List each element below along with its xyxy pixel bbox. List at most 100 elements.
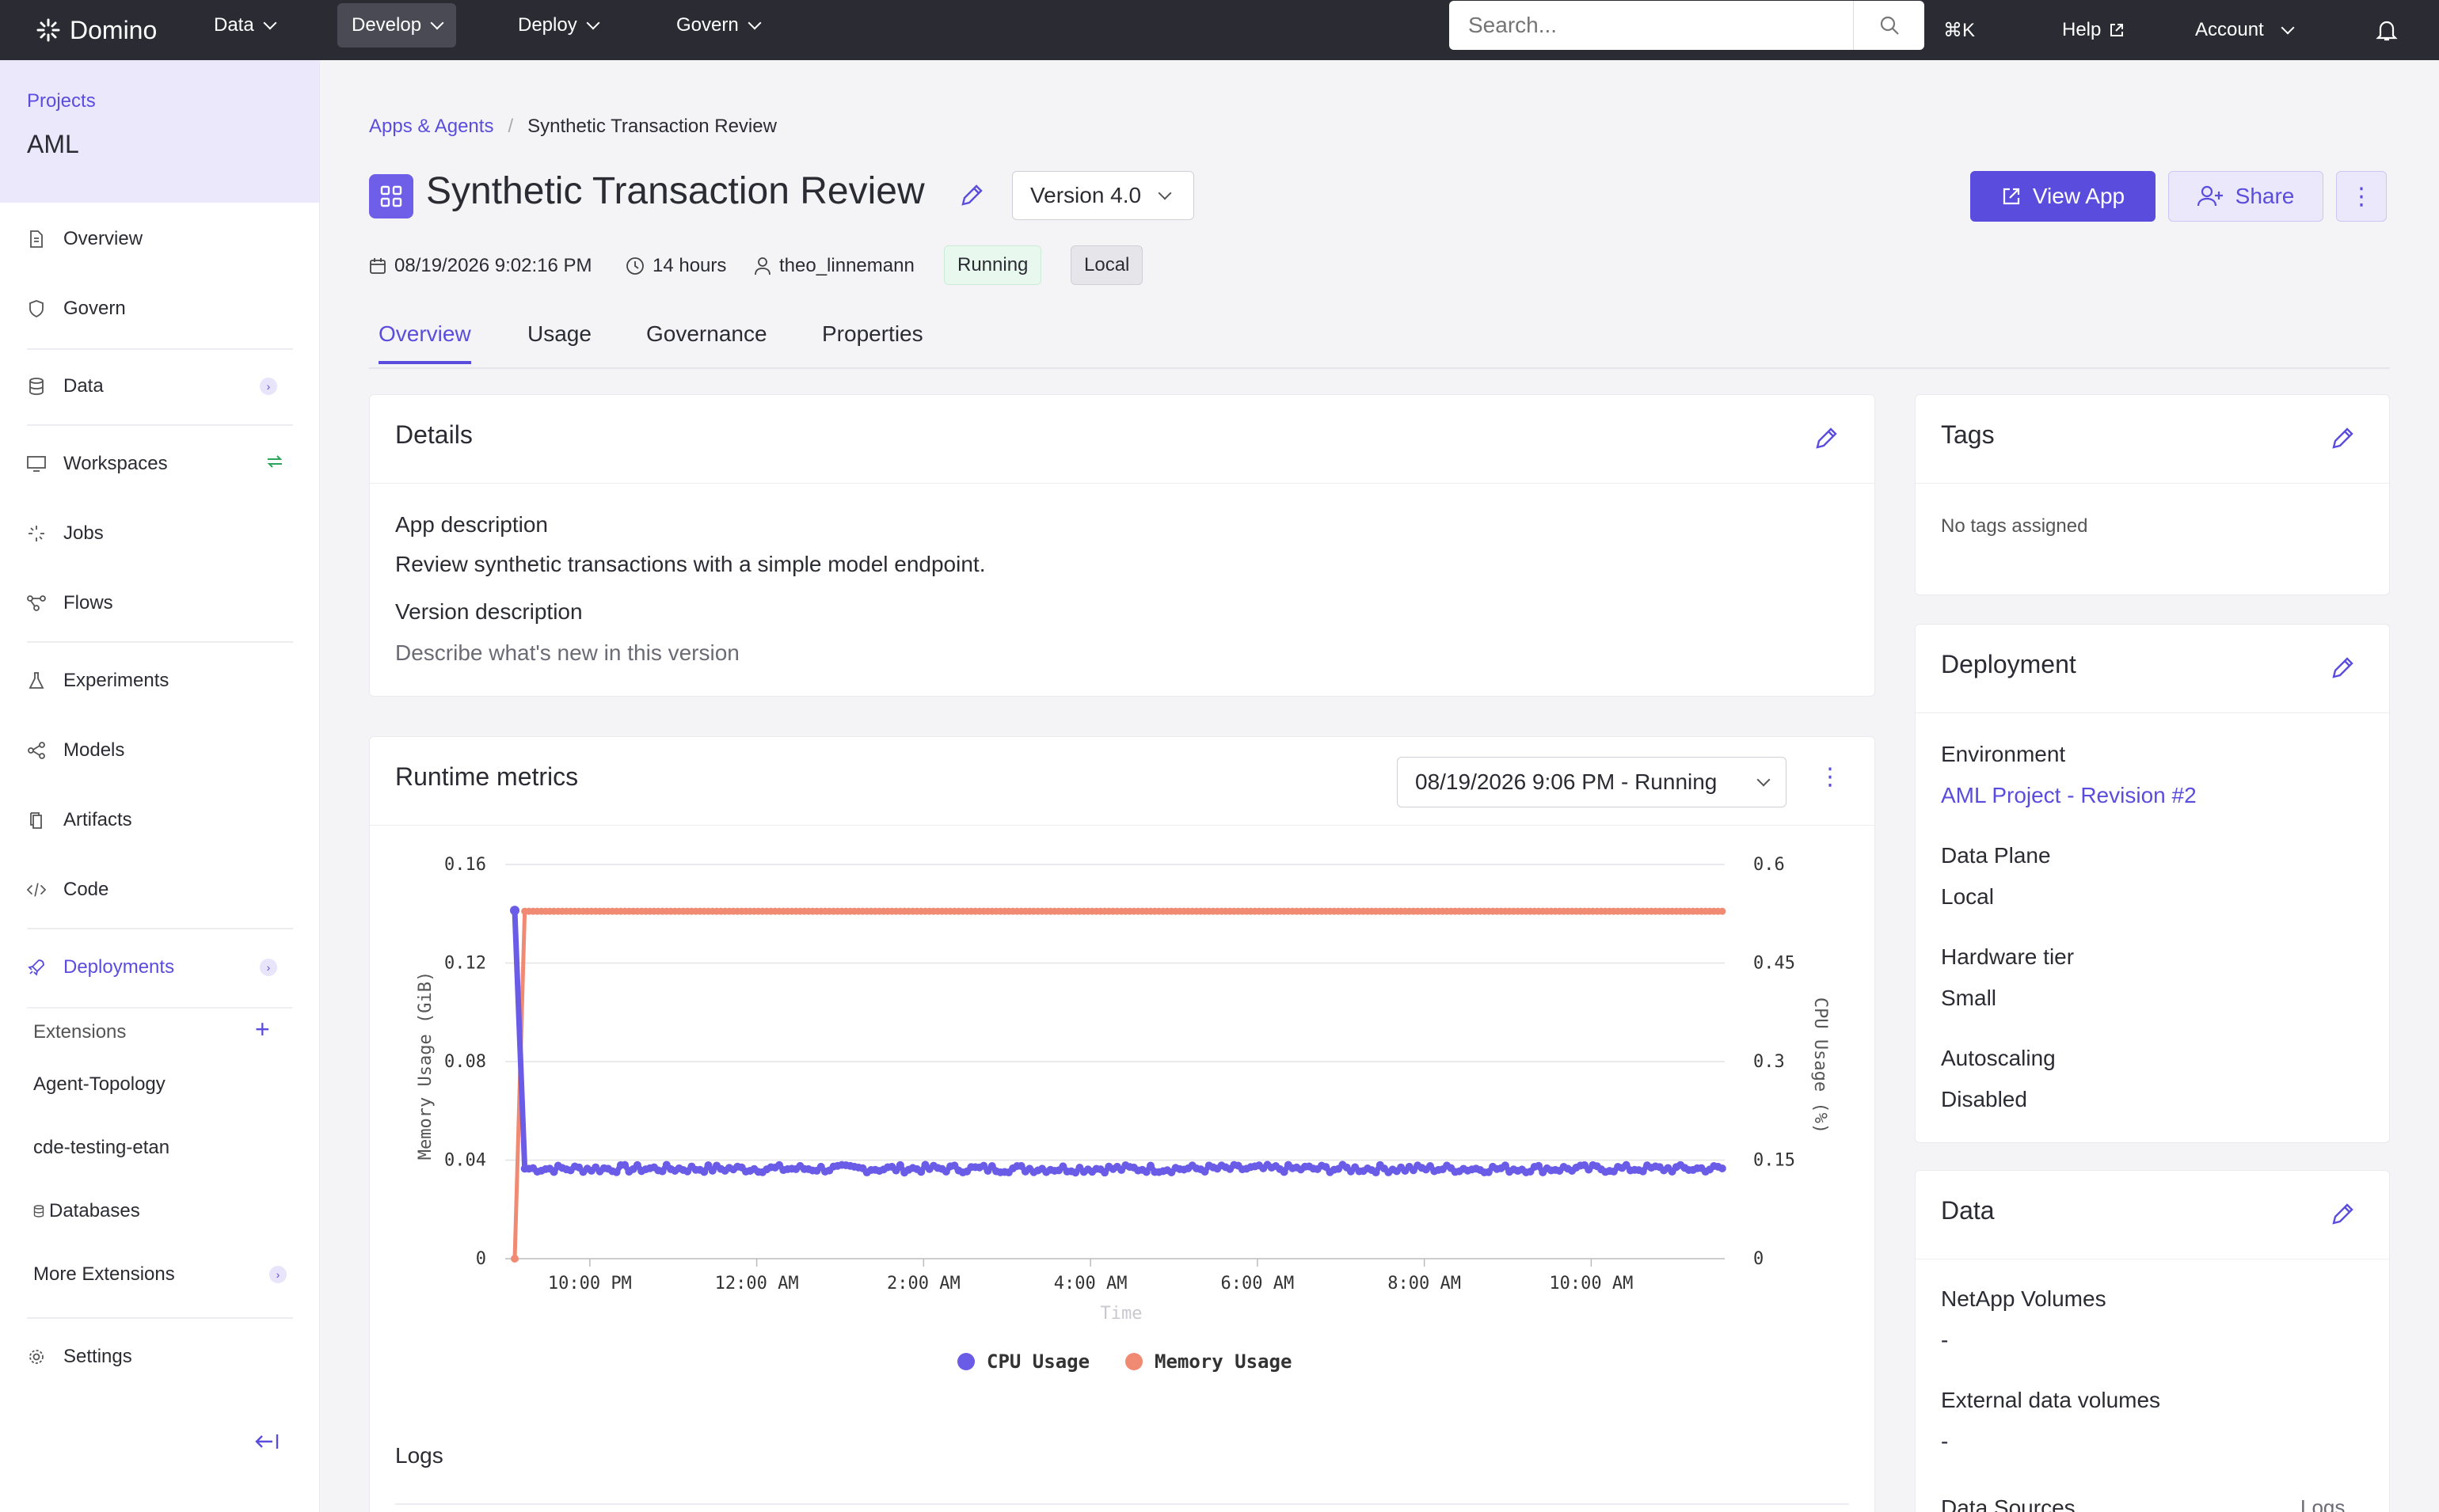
shield-icon <box>27 299 46 318</box>
y-left-tick-label: 0.16 <box>444 855 486 875</box>
created-date-value: 08/19/2026 9:02:16 PM <box>394 255 592 276</box>
share-button[interactable]: Share <box>2168 171 2323 222</box>
chevron-down-icon <box>586 16 600 30</box>
extension-cde-testing-etan[interactable]: cde-testing-etan <box>33 1137 170 1158</box>
extension-more[interactable]: More Extensions › <box>33 1259 287 1290</box>
tab-overview[interactable]: Overview <box>379 321 471 364</box>
sidebar-item-govern[interactable]: Govern <box>27 285 293 332</box>
notifications-button[interactable] <box>2376 11 2398 49</box>
version-select-value: Version 4.0 <box>1030 183 1142 207</box>
y-left-tick-label: 0.08 <box>444 1052 486 1072</box>
data-plane-label: Data Plane <box>1941 843 2051 868</box>
search-input[interactable] <box>1449 1 1853 50</box>
sidebar-item-jobs[interactable]: Jobs <box>27 510 293 557</box>
hardware-tier-label: Hardware tier <box>1941 944 2075 969</box>
kebab-icon: ⋮ <box>2350 183 2373 210</box>
cpu-usage-point <box>633 1161 641 1169</box>
tab-properties[interactable]: Properties <box>822 321 923 346</box>
search-icon <box>1880 16 1899 35</box>
sidebar-item-flows[interactable]: Flows <box>27 579 293 627</box>
runtime-title: Runtime metrics <box>395 762 579 791</box>
sidebar-item-label: Settings <box>63 1346 132 1367</box>
extension-databases[interactable]: Databases <box>33 1195 140 1227</box>
cpu-usage-point <box>658 1167 667 1176</box>
tab-usage[interactable]: Usage <box>527 321 592 346</box>
sidebar-divider <box>27 641 293 643</box>
sidebar-item-data[interactable]: Data › <box>27 363 293 410</box>
brand-logo[interactable]: Domino <box>36 11 157 49</box>
edit-deployment-pencil-icon[interactable] <box>2329 655 2356 686</box>
edit-details-pencil-icon[interactable] <box>1813 425 1840 456</box>
chevron-right-icon: › <box>269 1266 287 1283</box>
rocket-icon <box>27 958 46 977</box>
cpu-usage-point <box>1535 1161 1543 1170</box>
sync-icon <box>264 453 285 476</box>
cpu-usage-point <box>1718 1164 1726 1173</box>
tab-governance[interactable]: Governance <box>646 321 767 346</box>
nav-data[interactable]: Data <box>200 3 289 47</box>
model-icon <box>27 741 46 760</box>
version-description-placeholder[interactable]: Describe what's new in this version <box>395 640 740 665</box>
data-card: Data NetApp Volumes - External data volu… <box>1915 1170 2390 1512</box>
cpu-usage-point <box>1322 1163 1330 1172</box>
brand-name: Domino <box>70 15 158 44</box>
sidebar-item-label: Overview <box>63 228 143 249</box>
edit-tags-pencil-icon[interactable] <box>2329 425 2356 456</box>
sidebar-item-overview[interactable]: Overview <box>27 215 293 263</box>
sidebar-item-code[interactable]: Code <box>27 866 293 914</box>
view-app-button[interactable]: View App <box>1970 171 2156 222</box>
nav-deploy[interactable]: Deploy <box>504 3 612 47</box>
edit-data-pencil-icon[interactable] <box>2329 1201 2356 1232</box>
data-card-header: Data <box>1916 1171 2389 1259</box>
more-actions-button[interactable]: ⋮ <box>2336 171 2387 222</box>
account-menu[interactable]: Account <box>2195 11 2295 49</box>
tags-title: Tags <box>1941 420 1995 449</box>
deployment-card-header: Deployment <box>1916 625 2389 713</box>
sidebar-item-settings[interactable]: Settings <box>27 1333 293 1381</box>
data-title: Data <box>1941 1196 1995 1225</box>
nav-data-label: Data <box>214 14 254 36</box>
sidebar-item-label: Code <box>63 879 109 900</box>
help-link[interactable]: Help <box>2062 11 2125 49</box>
sidebar-item-label: Artifacts <box>63 809 132 830</box>
tags-card-header: Tags <box>1916 395 2389 484</box>
nav-develop[interactable]: Develop <box>337 3 457 47</box>
y-axis-right-label: CPU Usage (%) <box>1810 997 1830 1134</box>
chevron-down-icon <box>2281 21 2295 35</box>
netapp-volumes-value: - <box>1941 1328 1949 1352</box>
sidebar-divider <box>27 1007 293 1009</box>
sidebar-item-artifacts[interactable]: Artifacts <box>27 796 293 844</box>
run-select[interactable]: 08/19/2026 9:06 PM - Running <box>1397 757 1786 807</box>
data-sources-logs-link[interactable]: Logs <box>2300 1495 2346 1512</box>
cpu-usage-point <box>621 1161 630 1169</box>
search-button[interactable] <box>1853 1 1924 50</box>
sidebar-item-label: Jobs <box>63 522 104 544</box>
edit-title-pencil-icon[interactable] <box>958 182 985 213</box>
extension-agent-topology[interactable]: Agent-Topology <box>33 1073 166 1095</box>
share-label: Share <box>2235 184 2295 208</box>
add-extension-button[interactable]: + <box>255 1015 270 1043</box>
x-tick-label: 10:00 AM <box>1549 1274 1633 1294</box>
runtime-more-icon[interactable]: ⋮ <box>1818 764 1842 790</box>
collapse-sidebar-icon[interactable] <box>253 1431 280 1456</box>
command-shortcut[interactable]: ⌘K <box>1943 19 1976 41</box>
top-navbar: Domino Data Develop Deploy Govern ⌘K Hel… <box>0 0 2439 60</box>
nav-govern[interactable]: Govern <box>662 3 774 47</box>
chevron-down-icon <box>1158 186 1172 200</box>
environment-link[interactable]: AML Project - Revision #2 <box>1941 783 2197 807</box>
cpu-usage-line <box>512 910 1724 1176</box>
database-icon <box>33 1205 44 1218</box>
breadcrumb-apps-link[interactable]: Apps & Agents <box>369 116 494 137</box>
nav-develop-label: Develop <box>352 14 422 36</box>
cpu-usage-point <box>704 1161 713 1170</box>
projects-link[interactable]: Projects <box>27 90 96 112</box>
cpu-usage-point <box>1638 1167 1647 1176</box>
memory-usage-point <box>511 1255 519 1263</box>
runtime-card-header: Runtime metrics <box>370 737 1874 826</box>
sidebar-item-experiments[interactable]: Experiments <box>27 657 293 705</box>
sidebar-item-deployments[interactable]: Deployments › <box>27 944 293 991</box>
sidebar-item-workspaces[interactable]: Workspaces <box>27 440 293 488</box>
version-select[interactable]: Version 4.0 <box>1012 171 1194 220</box>
x-tick-label: 8:00 AM <box>1387 1274 1461 1294</box>
sidebar-item-models[interactable]: Models <box>27 727 293 774</box>
